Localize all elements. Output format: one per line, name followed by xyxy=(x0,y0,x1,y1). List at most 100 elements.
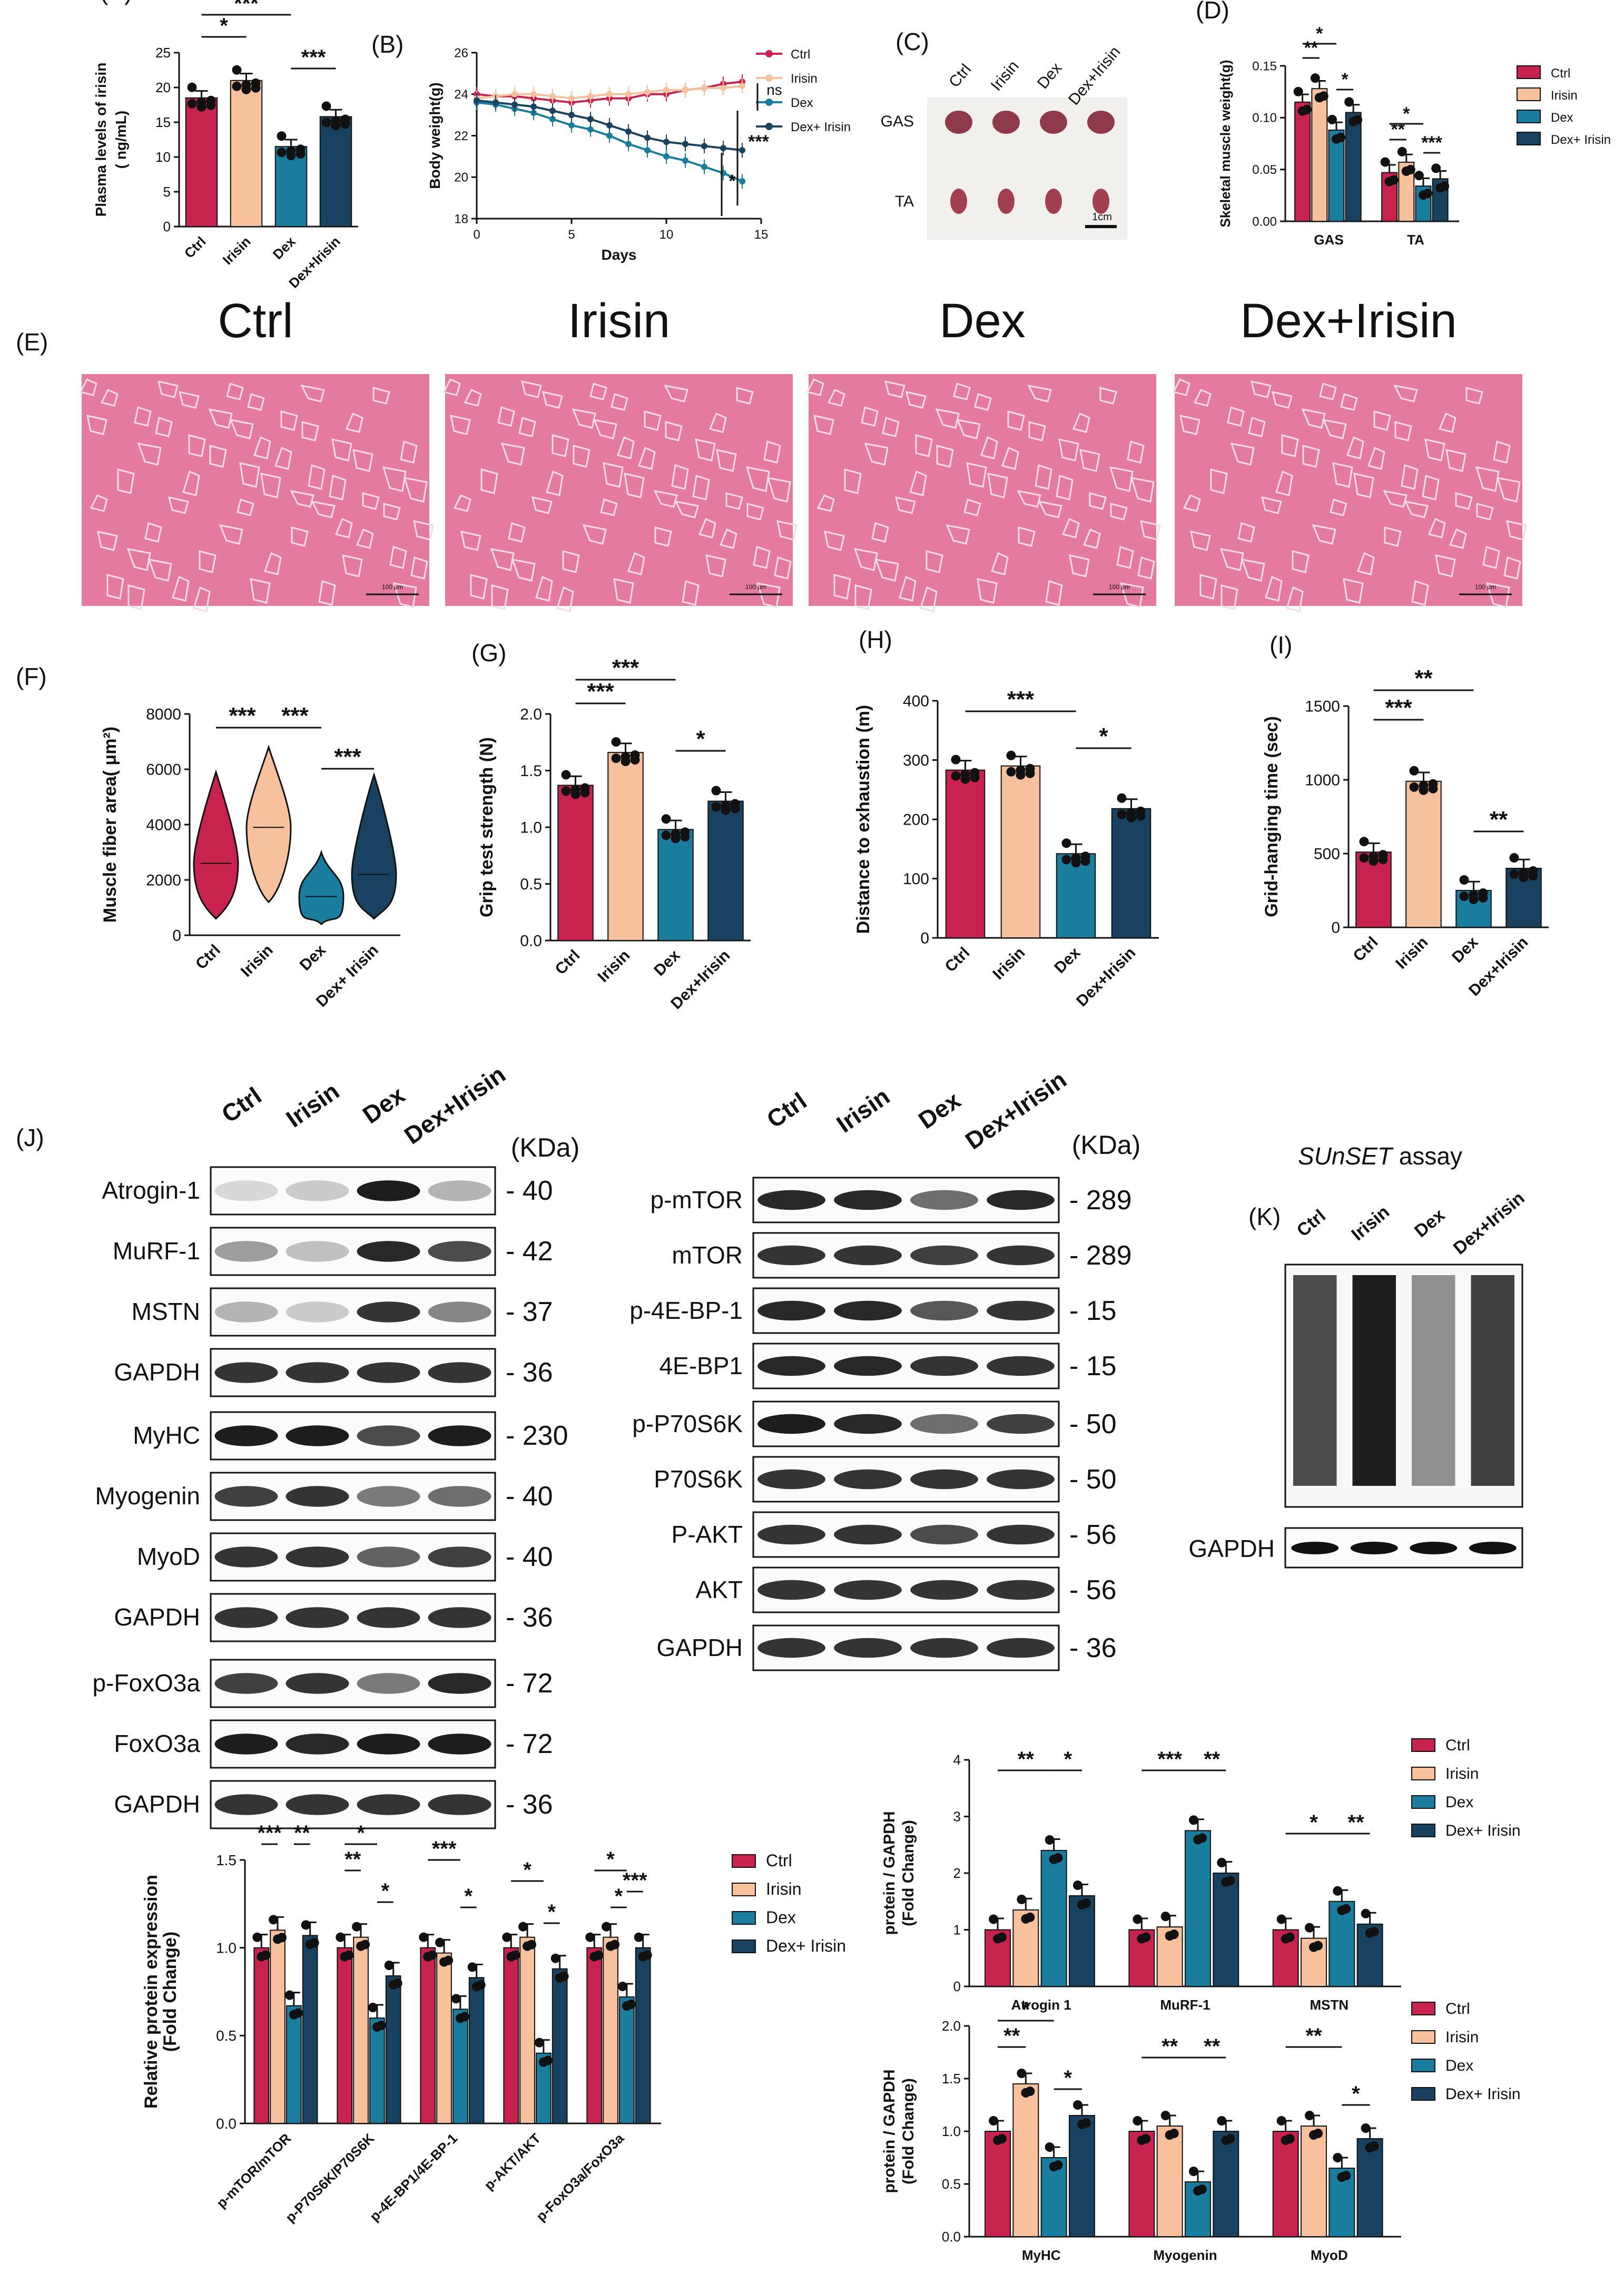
bar xyxy=(286,2005,302,2124)
muscle-fiber-outline xyxy=(1428,518,1446,538)
bar xyxy=(603,1936,618,2124)
legend-label: Ctrl xyxy=(791,47,810,62)
x-category-label: Ctrl xyxy=(1350,934,1382,965)
muscle-fiber-outline xyxy=(237,498,254,516)
data-point xyxy=(1305,1923,1315,1933)
muscle-fiber-outline xyxy=(1449,528,1467,549)
data-point xyxy=(518,1922,528,1932)
bar xyxy=(1000,765,1041,938)
sig-label: * xyxy=(1403,104,1410,124)
legend-label: Dex+ Irisin xyxy=(1445,1822,1521,1839)
data-point xyxy=(1422,189,1432,199)
muscle-fiber-outline xyxy=(572,408,596,429)
blot-band xyxy=(428,1607,491,1628)
legend-label: Dex+ Irisin xyxy=(1445,2085,1521,2103)
muscle-fiber-outline xyxy=(816,494,835,512)
legend-swatch xyxy=(732,1883,756,1896)
data-point xyxy=(1369,2141,1379,2151)
lane-label: Dex xyxy=(913,1086,966,1134)
ta-muscle xyxy=(1092,189,1109,214)
data-point xyxy=(1080,851,1090,861)
blot-band xyxy=(214,1733,278,1755)
data-point xyxy=(1081,1898,1091,1908)
data-point xyxy=(1225,2134,1235,2143)
muscle-fiber-outline xyxy=(470,574,488,600)
kda-label: - 40 xyxy=(506,1176,553,1206)
bar xyxy=(1040,1850,1067,1987)
panel-I-y-tick-label: 1000 xyxy=(1305,772,1340,789)
kda-label: - 36 xyxy=(1069,1633,1117,1663)
data-point xyxy=(1053,1853,1063,1863)
muscle-fiber-outline xyxy=(229,419,254,439)
panel-label: (A) xyxy=(100,0,132,5)
data-point xyxy=(296,144,306,154)
legend-marker xyxy=(765,74,773,82)
sunset-lane xyxy=(1471,1275,1514,1486)
muscle-fiber-outline xyxy=(1503,556,1521,580)
sig-label: *** xyxy=(612,655,639,681)
sig-label: * xyxy=(1099,723,1108,749)
blot-band xyxy=(428,1301,491,1323)
bar xyxy=(503,1947,519,2124)
bar xyxy=(420,1947,436,2124)
muscle-fiber-outline xyxy=(372,387,390,405)
sig-label: ** xyxy=(1305,2024,1322,2048)
blot-band xyxy=(428,1486,491,1507)
panel-F-y-tick-label: 6000 xyxy=(146,761,181,779)
data-point xyxy=(1333,2153,1343,2162)
panel-H-y-tick-label: 100 xyxy=(903,870,929,888)
bar xyxy=(707,800,744,942)
panel-J3-y-tick-label: 1 xyxy=(953,1922,961,1938)
panel-A: (A)0510152025CtrlIrisinDexDex+Irisin****… xyxy=(93,0,358,291)
muscle-fiber-outline xyxy=(1179,415,1200,435)
muscle-fiber-outline xyxy=(1116,546,1134,569)
blot-label: P-AKT xyxy=(672,1521,743,1548)
muscle-fiber-outline xyxy=(1035,464,1052,490)
data-point xyxy=(187,82,197,92)
muscle-fiber-outline xyxy=(1210,468,1228,494)
gas-muscle xyxy=(1087,111,1115,134)
gas-muscle xyxy=(945,111,972,134)
panel-G-y-tick-label: 0.0 xyxy=(520,933,542,950)
kda-label: - 56 xyxy=(1069,1575,1117,1605)
x-category-label: Dex xyxy=(270,233,299,262)
panel-A-y-tick-label: 20 xyxy=(155,80,171,95)
muscle-fiber-outline xyxy=(134,406,152,427)
y-axis-label: (Fold Change) xyxy=(900,2078,917,2185)
sig-label: *** xyxy=(1421,133,1442,153)
data-point xyxy=(451,1994,461,2004)
data-point xyxy=(232,65,242,75)
sig-label: * xyxy=(606,1848,615,1871)
muscle-fiber-outline xyxy=(854,584,872,610)
blot-band xyxy=(910,1414,978,1434)
muscle-fiber-outline xyxy=(193,586,211,612)
blot-band xyxy=(357,1241,420,1262)
blot-band xyxy=(357,1362,420,1383)
data-point xyxy=(1305,2111,1315,2120)
y-axis-label: Muscle fiber area( μm²) xyxy=(100,727,120,923)
data-point xyxy=(1160,1912,1170,1922)
blot-label: MyHC xyxy=(133,1422,200,1449)
muscle-fiber-outline xyxy=(342,554,363,577)
muscle-fiber-outline xyxy=(682,580,700,606)
sig-label: *** xyxy=(281,703,309,729)
blot-band xyxy=(286,1425,349,1446)
legend-label: Ctrl xyxy=(1445,2000,1470,2017)
muscle-fiber-outline xyxy=(745,466,770,492)
muscle-fiber-outline xyxy=(1475,466,1500,492)
muscle-fiber-outline xyxy=(956,419,981,439)
histology-title: Dex+Irisin xyxy=(1240,294,1457,348)
data-point xyxy=(594,1950,604,1960)
bar xyxy=(1356,2138,1383,2237)
data-point xyxy=(232,81,242,91)
panel-I-y-tick-label: 0 xyxy=(1331,919,1340,937)
data-point xyxy=(321,101,331,111)
y-axis-label: Skeletal muscle weight(g) xyxy=(1217,60,1233,228)
blot-band xyxy=(757,1469,825,1490)
blot-band xyxy=(987,1356,1055,1376)
muscle-fiber-outline xyxy=(653,489,678,508)
data-point xyxy=(435,1937,445,1947)
muscle-fiber-outline xyxy=(250,578,271,604)
sig-label: *** xyxy=(229,703,256,729)
muscle-fiber-outline xyxy=(464,389,482,407)
